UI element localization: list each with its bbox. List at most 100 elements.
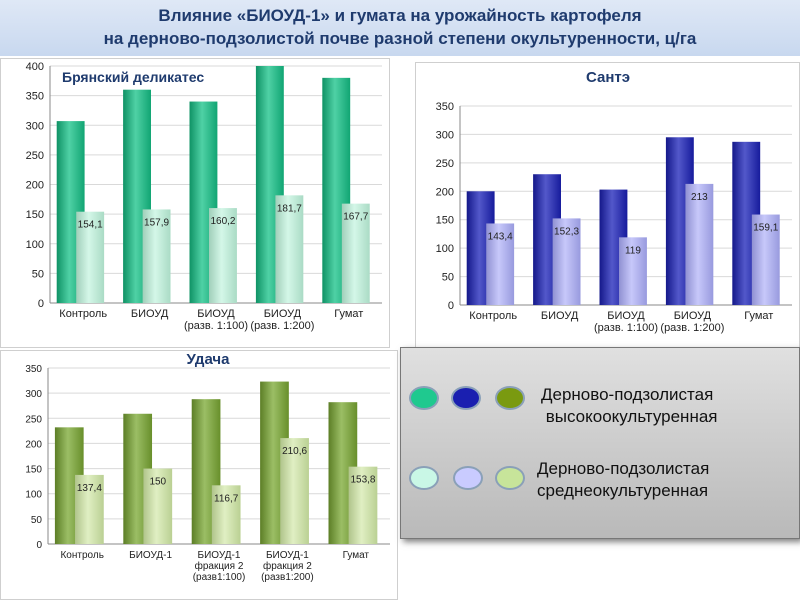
- data-label: 159,1: [753, 223, 778, 234]
- x-category-label: БИОУД-1: [129, 550, 172, 561]
- bar-medium: [486, 223, 515, 305]
- data-label: 137,4: [77, 483, 102, 494]
- chart-bryansky-delikates: 0 50 100 150 200 250 300 350 400 Брянский деликат…: [0, 58, 390, 348]
- y-tick-label: 100: [26, 239, 44, 251]
- data-label: 116,7: [214, 493, 239, 504]
- y-tick-label: 50: [32, 268, 44, 280]
- x-category-label: (разв. 1:100): [594, 322, 658, 334]
- x-category-label: (разв1:200): [261, 572, 314, 583]
- data-label: 160,2: [210, 216, 235, 227]
- x-category-label: (разв. 1:200): [660, 322, 724, 334]
- x-category-label: Контроль: [469, 310, 517, 322]
- x-category-label: Гумат: [744, 310, 773, 322]
- y-tick-label: 200: [25, 439, 42, 450]
- page-title-line-2: на дерново-подзолистой почве разной степ…: [103, 29, 697, 48]
- bar-medium: [751, 214, 780, 305]
- x-category-label: БИОУД: [607, 310, 645, 322]
- y-tick-label: 300: [25, 389, 42, 400]
- bar-medium: [619, 237, 647, 305]
- y-tick-label: 350: [25, 364, 42, 375]
- data-label: 143,4: [488, 231, 513, 242]
- chart-sante: 0 50 100 150 200 250 300 350 Сантэ 143,4 Контроль 1…: [415, 62, 800, 350]
- data-label: 150: [149, 477, 166, 488]
- data-label: 213: [691, 192, 708, 203]
- title-bar: Влияние «БИОУД-1» и гумата на урожайност…: [0, 0, 800, 56]
- x-category-label: Гумат: [334, 308, 363, 320]
- y-tick-label: 350: [26, 91, 44, 103]
- legend-box: Дерново-подзолистая высокоокультуренная …: [400, 347, 800, 539]
- x-category-label: фракция 2: [263, 560, 312, 572]
- x-category-label: БИОУД: [674, 310, 712, 322]
- y-tick-label: 50: [442, 272, 454, 284]
- bar-medium: [142, 209, 171, 303]
- data-label: 154,1: [78, 220, 103, 231]
- y-tick-label: 0: [448, 300, 454, 312]
- y-tick-label: 200: [436, 186, 454, 198]
- data-label: 153,8: [350, 475, 375, 486]
- y-tick-label: 400: [26, 61, 44, 73]
- y-tick-label: 50: [31, 515, 43, 526]
- x-category-label: БИОУД: [131, 308, 169, 320]
- bar-medium: [209, 208, 237, 303]
- bar-medium: [685, 183, 714, 305]
- y-tick-label: 250: [436, 158, 454, 170]
- chart-svg: 0 50 100 150 200 250 300 350 Сантэ 143,4 Контроль 1…: [415, 62, 800, 350]
- y-tick-label: 100: [436, 243, 454, 255]
- legend-label-high-line-2: высокоокультуренная: [541, 407, 718, 426]
- y-tick-label: 150: [25, 465, 42, 476]
- data-label: 181,7: [277, 203, 302, 214]
- y-tick-label: 150: [26, 209, 44, 221]
- legend-swatch-medium-green: [409, 466, 439, 490]
- x-category-label: БИОУД-1: [198, 550, 241, 561]
- legend-swatch-medium-olive: [495, 466, 525, 490]
- legend-swatch-medium-blue: [453, 466, 483, 490]
- bar-medium: [275, 195, 304, 303]
- bar-medium: [76, 211, 105, 303]
- legend-label-medium-line-1: Дерново-подзолистая: [537, 459, 710, 478]
- x-category-label: (разв. 1:100): [184, 320, 248, 332]
- x-category-label: Контроль: [60, 550, 103, 561]
- bar-medium: [211, 485, 241, 544]
- legend-swatch-high-green: [409, 386, 439, 410]
- chart-title: Брянский деликатес: [62, 69, 204, 85]
- y-tick-label: 300: [436, 129, 454, 141]
- x-category-label: БИОУД: [197, 308, 235, 320]
- y-tick-label: 250: [25, 414, 42, 425]
- x-category-label: фракция 2: [195, 560, 244, 572]
- x-category-label: БИОУД-1: [266, 550, 309, 561]
- x-category-label: Контроль: [59, 308, 107, 320]
- bar-medium: [341, 203, 370, 303]
- legend-label-high: Дерново-подзолистая высокоокультуренная: [541, 384, 718, 428]
- data-label: 157,9: [144, 217, 169, 228]
- y-tick-label: 150: [436, 215, 454, 227]
- data-label: 119: [625, 245, 641, 256]
- data-label: 210,6: [282, 446, 307, 457]
- legend-label-medium-line-2: среднеокультуренная: [537, 481, 709, 500]
- x-category-label: БИОУД: [264, 308, 302, 320]
- bar-medium: [552, 218, 581, 305]
- bar-medium: [348, 466, 378, 544]
- legend-label-medium: Дерново-подзолистая среднеокультуренная: [537, 458, 709, 502]
- x-category-label: БИОУД: [541, 310, 579, 322]
- bar-medium: [75, 474, 104, 544]
- page-title-line-1: Влияние «БИОУД-1» и гумата на урожайност…: [158, 6, 642, 25]
- chart-svg: 0 50 100 150 200 250 300 350 Удача 137,4 Контроль 1…: [0, 350, 398, 600]
- bar-medium: [280, 438, 309, 544]
- legend-swatch-high-blue: [451, 386, 481, 410]
- y-tick-label: 0: [36, 540, 42, 551]
- x-category-label: (разв1:100): [193, 572, 246, 583]
- data-label: 167,7: [343, 212, 368, 223]
- legend-swatch-high-olive: [495, 386, 525, 410]
- bar-medium: [143, 468, 173, 544]
- chart-title: Удача: [187, 351, 231, 368]
- y-tick-label: 250: [26, 150, 44, 162]
- y-tick-label: 200: [26, 180, 44, 192]
- data-label: 152,3: [554, 226, 579, 237]
- y-tick-label: 100: [25, 490, 42, 501]
- legend-label-high-line-1: Дерново-подзолистая: [541, 385, 714, 404]
- chart-udacha: 0 50 100 150 200 250 300 350 Удача 137,4 Контроль 1…: [0, 350, 398, 600]
- x-category-label: Гумат: [343, 550, 370, 561]
- y-tick-label: 0: [38, 298, 44, 310]
- chart-svg: 0 50 100 150 200 250 300 350 400 Брянский деликат…: [0, 58, 390, 348]
- y-tick-label: 300: [26, 120, 44, 132]
